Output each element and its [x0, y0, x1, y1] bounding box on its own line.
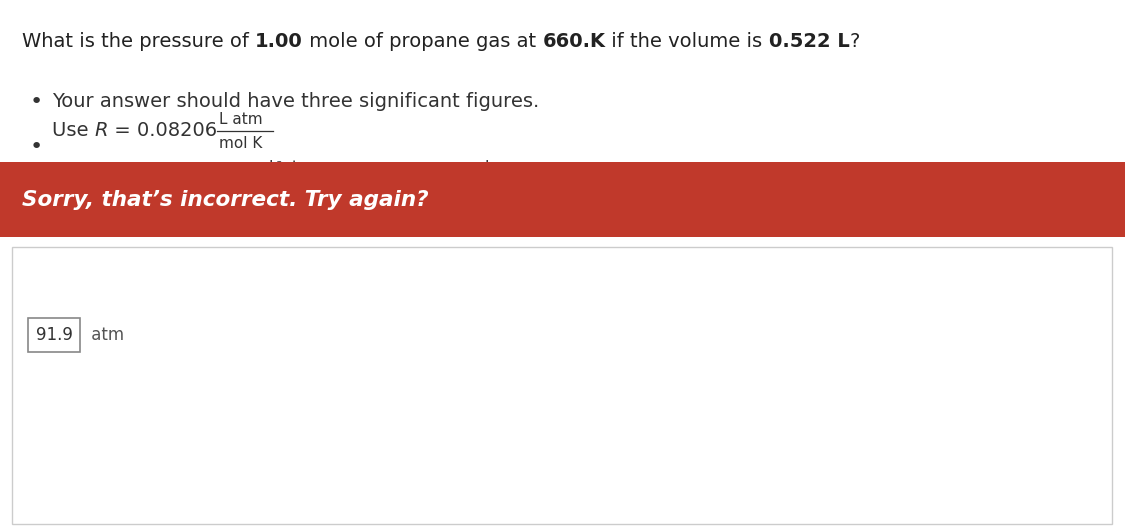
Text: ?: ?	[849, 32, 860, 51]
Text: Your answer should have three significant figures.: Your answer should have three significan…	[52, 92, 539, 111]
Text: = 0.0905: = 0.0905	[386, 170, 483, 188]
Text: if the volume is: if the volume is	[605, 32, 768, 51]
Text: mol²: mol²	[269, 184, 304, 198]
Text: 91.9: 91.9	[36, 326, 72, 344]
Bar	[28, 318, 80, 352]
Text: What is the pressure of: What is the pressure of	[22, 32, 255, 51]
Text: L atm: L atm	[219, 112, 263, 127]
Text: 660.K: 660.K	[542, 32, 605, 51]
Text: 0.522 L: 0.522 L	[768, 32, 849, 51]
Text: b: b	[374, 170, 386, 188]
Bar	[12, 247, 1112, 524]
Text: •: •	[30, 187, 43, 207]
Bar	[0, 239, 1125, 532]
Text: a: a	[182, 170, 195, 188]
Text: = 0.08206: = 0.08206	[108, 121, 217, 140]
Text: mol: mol	[485, 184, 513, 198]
Text: mole of propane gas at: mole of propane gas at	[303, 32, 542, 51]
Text: •: •	[30, 92, 43, 112]
Text: L: L	[485, 160, 494, 174]
Text: L²atm: L²atm	[269, 160, 314, 174]
Text: and: and	[325, 170, 374, 188]
Text: 1.00: 1.00	[255, 32, 303, 51]
Text: = 9.39: = 9.39	[195, 170, 267, 188]
Text: For propane:: For propane:	[52, 170, 182, 188]
Bar	[0, 162, 1125, 237]
Text: Use: Use	[52, 121, 94, 140]
Text: Sorry, that’s incorrect. Try again?: Sorry, that’s incorrect. Try again?	[22, 189, 429, 210]
Text: •: •	[30, 137, 43, 157]
Text: mol K: mol K	[219, 136, 263, 151]
Text: R: R	[94, 121, 108, 140]
Text: atm: atm	[86, 326, 124, 344]
